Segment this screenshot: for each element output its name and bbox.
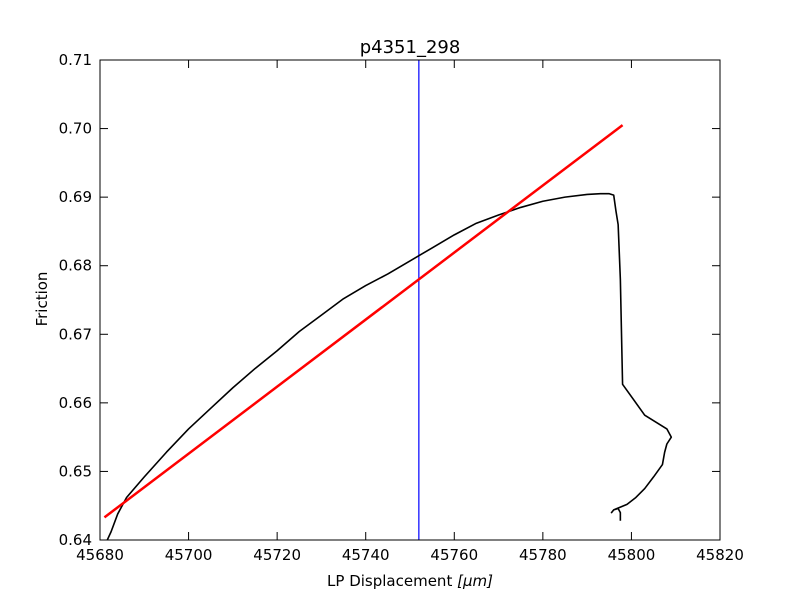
y-tick-label: 0.70 <box>59 120 92 138</box>
axis-ticks: 45680 45700 45720 45740 45760 45780 45800 45820… <box>59 51 744 564</box>
y-tick-label: 0.69 <box>59 188 92 206</box>
chart-title: p4351_298 <box>360 37 461 58</box>
plot-area <box>103 60 673 540</box>
x-axis-label: LP Displacement [μm] <box>327 572 493 590</box>
x-axis-label-unit: [μm] <box>457 572 493 590</box>
y-tick-label: 0.68 <box>59 257 92 275</box>
fit-line <box>103 124 624 519</box>
x-tick-label: 45780 <box>519 546 567 564</box>
y-axis-label: Friction <box>33 272 51 327</box>
y-tick-label: 0.64 <box>59 531 92 549</box>
friction-curve <box>106 192 673 540</box>
x-tick-label: 45680 <box>76 546 124 564</box>
y-tick-label: 0.66 <box>59 394 92 412</box>
x-tick-label: 45760 <box>430 546 478 564</box>
y-tick-label: 0.67 <box>59 325 92 343</box>
y-tick-label: 0.65 <box>59 462 92 480</box>
plot-frame <box>99 59 721 541</box>
x-tick-label: 45820 <box>696 546 744 564</box>
x-tick-label: 45700 <box>165 546 213 564</box>
x-tick-label: 45740 <box>342 546 390 564</box>
x-tick-label: 45720 <box>253 546 301 564</box>
x-tick-label: 45800 <box>608 546 656 564</box>
y-tick-label: 0.71 <box>59 51 92 69</box>
x-axis-label-text: LP Displacement <box>327 572 457 590</box>
